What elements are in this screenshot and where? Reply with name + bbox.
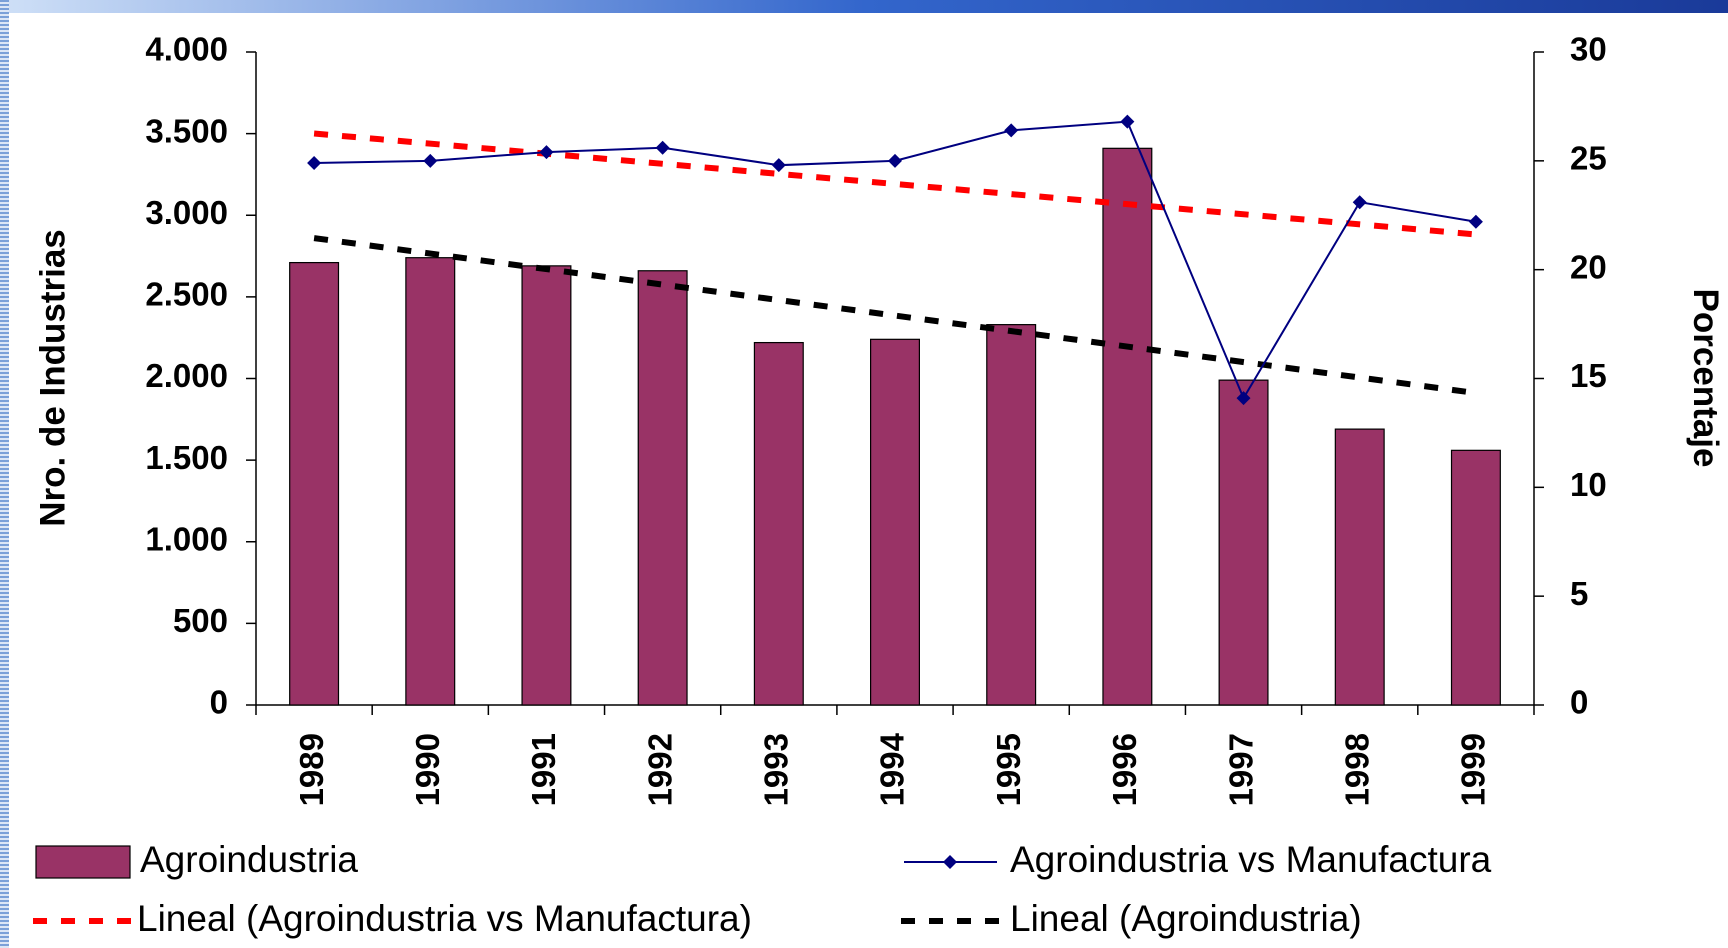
bar [986, 324, 1037, 706]
x-tick-label: 1994 [874, 732, 911, 806]
y-tick-label: 1.500 [145, 439, 228, 476]
y-tick-label: 4.000 [145, 31, 228, 68]
y-axis-title: Nro. de Industrias [33, 229, 72, 527]
legend-label: Agroindustria [140, 839, 358, 880]
top-band [0, 0, 1728, 13]
y2-axis-title: Porcentaje [1686, 289, 1725, 468]
y2-tick-label: 15 [1570, 357, 1607, 394]
line-marker [1236, 391, 1251, 406]
y2-tick-label: 20 [1570, 248, 1607, 285]
line-marker [423, 153, 438, 168]
y-tick-label: 2.500 [145, 276, 228, 313]
line-marker [888, 153, 902, 168]
legend-swatch [943, 855, 957, 869]
line-marker [1120, 114, 1135, 129]
line-marker [655, 140, 670, 155]
line-marker [1004, 123, 1019, 138]
left-band [0, 0, 9, 948]
bar [637, 270, 688, 706]
bar [289, 261, 340, 706]
y2-tick-label: 5 [1570, 575, 1588, 612]
y-tick-label: 500 [173, 602, 228, 639]
x-tick-label: 1999 [1455, 733, 1492, 806]
bar [1218, 379, 1269, 706]
line-marker [1352, 195, 1367, 210]
line-marker [307, 156, 322, 171]
y-tick-label: 3.500 [145, 112, 228, 149]
legend-swatch [35, 845, 131, 879]
x-tick-label: 1990 [409, 733, 446, 806]
bar [405, 257, 456, 706]
line-marker [539, 145, 554, 160]
y-tick-label: 3.000 [145, 194, 228, 231]
x-tick-label: 1995 [990, 733, 1027, 806]
y2-tick-label: 0 [1570, 684, 1588, 721]
x-tick-label: 1992 [641, 733, 678, 806]
line-marker [1468, 214, 1483, 229]
y-tick-label: 0 [210, 684, 228, 721]
y-tick-label: 2.000 [145, 357, 228, 394]
bar [753, 341, 804, 706]
x-tick-label: 1996 [1106, 733, 1143, 806]
x-tick-label: 1993 [758, 733, 795, 806]
y2-tick-label: 25 [1570, 140, 1607, 177]
trendline [313, 130, 1477, 238]
x-tick-label: 1998 [1338, 733, 1375, 806]
x-tick-label: 1989 [293, 733, 330, 806]
y2-tick-label: 30 [1570, 31, 1607, 68]
y-tick-label: 1.000 [145, 520, 228, 557]
x-tick-label: 1991 [525, 733, 562, 806]
bar [521, 265, 572, 706]
legend-label: Agroindustria vs Manufactura [1010, 839, 1492, 880]
legend-label: Lineal (Agroindustria) [1010, 898, 1362, 939]
line-marker [771, 158, 786, 173]
y2-tick-label: 10 [1570, 466, 1607, 503]
legend-label: Lineal (Agroindustria vs Manufactura) [137, 898, 752, 939]
bar [870, 338, 920, 706]
x-tick-label: 1997 [1222, 733, 1259, 806]
bar [1450, 449, 1501, 706]
bar [1334, 428, 1385, 706]
bar [1102, 147, 1153, 706]
